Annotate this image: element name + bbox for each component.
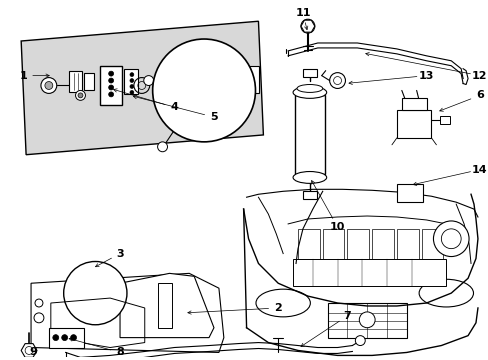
Bar <box>292 258 446 286</box>
Bar <box>322 229 344 258</box>
Circle shape <box>91 289 99 297</box>
Circle shape <box>168 68 176 76</box>
Circle shape <box>432 221 468 257</box>
Circle shape <box>300 19 314 33</box>
Circle shape <box>78 93 83 98</box>
Circle shape <box>130 73 134 77</box>
Text: 13: 13 <box>418 71 433 81</box>
Circle shape <box>157 142 167 152</box>
Circle shape <box>168 105 176 113</box>
Ellipse shape <box>292 171 326 183</box>
Circle shape <box>108 78 113 83</box>
Circle shape <box>329 73 345 89</box>
Bar <box>371 229 393 258</box>
Circle shape <box>108 71 113 76</box>
Bar <box>84 73 94 90</box>
Bar <box>396 184 422 202</box>
Text: 9: 9 <box>29 347 37 357</box>
Text: 5: 5 <box>210 112 217 122</box>
Text: 8: 8 <box>116 347 123 357</box>
Bar <box>303 191 316 199</box>
Circle shape <box>53 335 59 341</box>
Circle shape <box>34 313 44 323</box>
Text: 4: 4 <box>170 102 178 112</box>
Circle shape <box>190 77 218 104</box>
Bar <box>157 283 172 328</box>
Text: 3: 3 <box>116 248 123 258</box>
Polygon shape <box>31 273 224 352</box>
Text: 2: 2 <box>274 303 282 313</box>
Circle shape <box>200 50 207 58</box>
Circle shape <box>70 335 77 341</box>
Circle shape <box>359 312 374 328</box>
Bar <box>421 229 443 258</box>
Bar <box>303 69 316 77</box>
Bar <box>49 328 84 347</box>
Circle shape <box>143 76 153 85</box>
Circle shape <box>199 85 208 95</box>
Circle shape <box>176 63 231 118</box>
Bar <box>68 71 82 93</box>
Circle shape <box>231 105 239 113</box>
Circle shape <box>108 92 113 97</box>
Circle shape <box>85 283 105 303</box>
Polygon shape <box>21 21 263 155</box>
Bar <box>327 303 406 338</box>
Bar <box>297 229 319 258</box>
Bar <box>294 95 324 175</box>
Circle shape <box>108 85 113 90</box>
Text: 12: 12 <box>471 71 487 81</box>
Circle shape <box>63 261 127 325</box>
Text: 11: 11 <box>295 8 310 18</box>
Circle shape <box>130 85 134 89</box>
Bar <box>401 98 426 110</box>
Circle shape <box>152 39 255 142</box>
Circle shape <box>355 336 365 346</box>
Text: 14: 14 <box>471 165 487 175</box>
Bar <box>124 69 138 94</box>
Circle shape <box>35 299 43 307</box>
Ellipse shape <box>296 85 322 93</box>
Bar <box>396 110 430 138</box>
Text: 6: 6 <box>475 90 483 100</box>
Circle shape <box>231 68 239 76</box>
Bar <box>440 116 449 124</box>
Ellipse shape <box>292 86 326 98</box>
Circle shape <box>41 78 57 93</box>
Bar <box>347 229 368 258</box>
Polygon shape <box>120 273 214 338</box>
Circle shape <box>130 78 134 82</box>
Text: 7: 7 <box>343 311 350 321</box>
Bar <box>396 229 418 258</box>
Circle shape <box>200 123 207 131</box>
Bar <box>243 66 259 93</box>
Text: 1: 1 <box>19 71 27 81</box>
Circle shape <box>75 90 85 100</box>
Circle shape <box>61 335 67 341</box>
Circle shape <box>45 82 53 89</box>
Text: 10: 10 <box>329 222 345 232</box>
Circle shape <box>130 90 134 94</box>
Bar <box>100 66 122 105</box>
